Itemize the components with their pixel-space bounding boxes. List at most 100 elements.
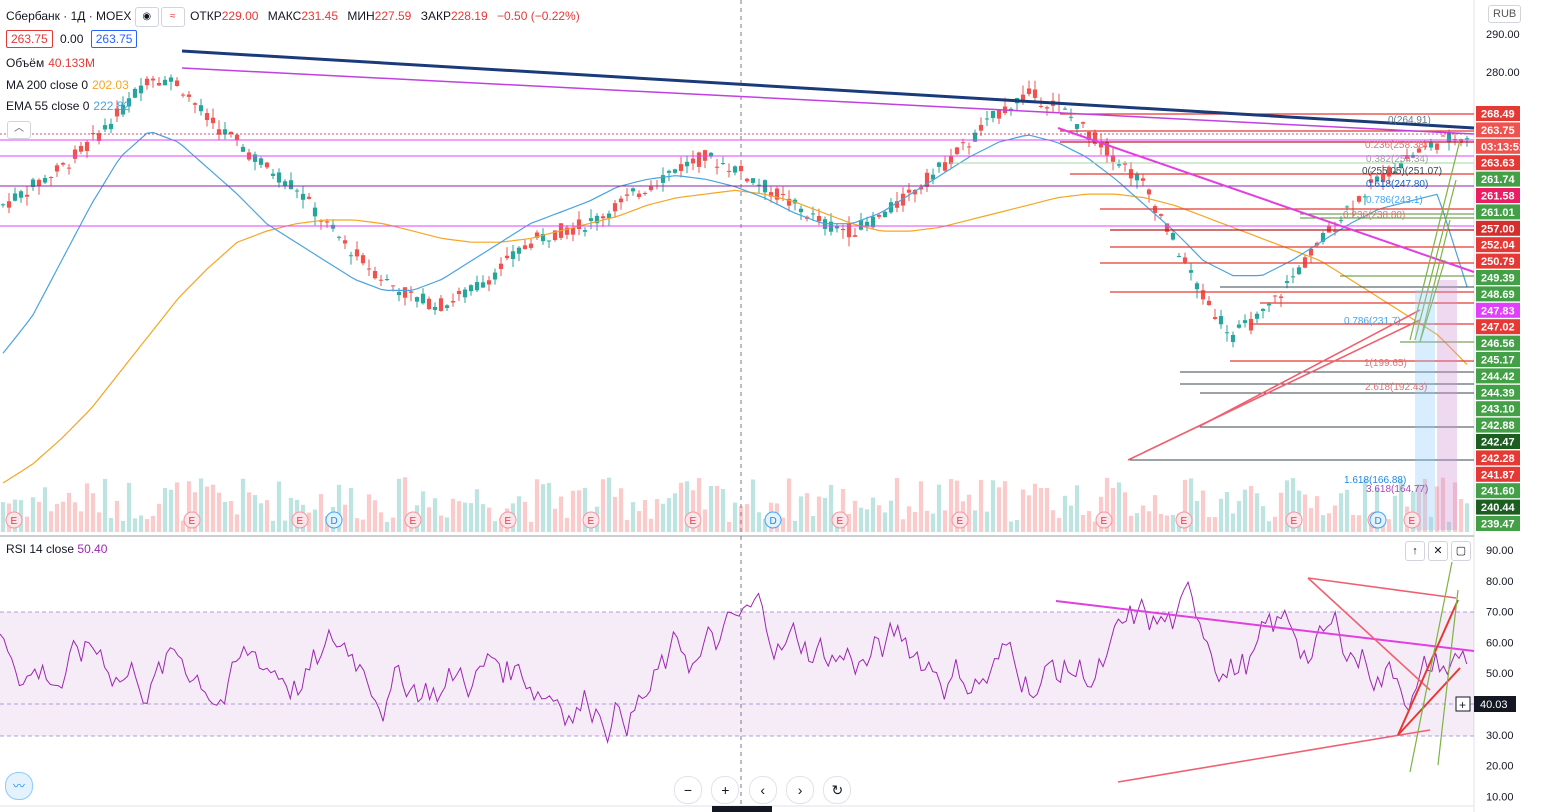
candle bbox=[960, 138, 966, 151]
dividend-marker[interactable]: D bbox=[764, 511, 782, 529]
symbol-title[interactable]: Сбербанк · 1Д · MOEX bbox=[6, 9, 132, 24]
price-level-label[interactable]: 250.79 bbox=[1476, 253, 1520, 269]
volume-bar bbox=[1212, 517, 1218, 532]
price-level-label[interactable]: 03:13:51 bbox=[1476, 138, 1525, 154]
currency-button[interactable]: RUB bbox=[1488, 5, 1522, 23]
eye-icon[interactable]: ◉ bbox=[134, 7, 159, 27]
price-level-label[interactable]: 242.47 bbox=[1476, 434, 1520, 449]
scroll-back-button[interactable]: ‹ bbox=[748, 776, 777, 804]
bid-price[interactable]: 263.75 bbox=[6, 30, 53, 48]
earnings-marker[interactable]: E bbox=[684, 511, 702, 529]
price-level-label[interactable]: 263.75 bbox=[1476, 122, 1520, 138]
candle bbox=[1464, 135, 1470, 147]
svg-text:263.63: 263.63 bbox=[1481, 158, 1515, 170]
rsi-axis[interactable]: 90.0080.0070.0060.0050.0040.0030.0020.00… bbox=[1486, 545, 1514, 803]
price-level-label[interactable]: 239.47 bbox=[1476, 516, 1520, 531]
ema-legend[interactable]: EMA 55 close 0 222.82 bbox=[6, 99, 131, 113]
settings-icon[interactable]: ≈ bbox=[160, 7, 185, 27]
earnings-marker[interactable]: E bbox=[831, 511, 849, 529]
earnings-marker[interactable]: E bbox=[404, 511, 422, 529]
price-level-label[interactable]: 244.42 bbox=[1476, 368, 1520, 384]
candle bbox=[42, 174, 48, 185]
trendline-magenta[interactable] bbox=[1057, 127, 1475, 273]
low-value: 227.59 bbox=[374, 9, 412, 24]
candle bbox=[66, 163, 72, 175]
trendline-purple[interactable] bbox=[181, 67, 1475, 135]
price-level-label[interactable]: 241.87 bbox=[1476, 466, 1520, 482]
scroll-forward-button[interactable]: › bbox=[786, 776, 815, 804]
earnings-marker[interactable]: E bbox=[1175, 511, 1193, 529]
ma-legend[interactable]: MA 200 close 0 202.03 bbox=[6, 78, 129, 92]
price-level-label[interactable]: 240.44 bbox=[1476, 499, 1520, 515]
earnings-marker[interactable]: E bbox=[951, 511, 969, 529]
svg-text:246.56: 246.56 bbox=[1481, 338, 1515, 350]
price-level-label[interactable]: 261.01 bbox=[1476, 204, 1520, 220]
price-level-label[interactable]: 244.39 bbox=[1476, 384, 1520, 400]
earnings-marker[interactable]: E bbox=[291, 511, 309, 529]
price-level-label[interactable]: 261.58 bbox=[1476, 188, 1520, 203]
volume-bar bbox=[702, 509, 708, 532]
candle bbox=[1308, 248, 1314, 264]
dividend-marker[interactable]: D bbox=[325, 511, 343, 529]
volume-bar bbox=[864, 509, 870, 532]
crosshair-plus-icon[interactable] bbox=[1455, 696, 1471, 712]
arrow-up-icon[interactable]: ↑ bbox=[1405, 541, 1425, 561]
zoom-in-button[interactable]: + bbox=[711, 776, 740, 804]
ask-price[interactable]: 263.75 bbox=[90, 30, 138, 48]
volume-bar bbox=[750, 479, 756, 532]
price-level-label[interactable]: 243.10 bbox=[1476, 401, 1520, 417]
price-level-label[interactable]: 242.88 bbox=[1476, 417, 1520, 433]
trendline-support-2[interactable] bbox=[1197, 309, 1421, 428]
volume-bar bbox=[558, 496, 564, 532]
chevron-up-icon[interactable]: ︿ bbox=[7, 121, 31, 139]
candle bbox=[654, 179, 660, 190]
price-level-label[interactable]: 252.04 bbox=[1476, 237, 1520, 253]
candle bbox=[1404, 148, 1410, 162]
candle bbox=[228, 131, 234, 138]
rsi-legend[interactable]: RSI 14 close 50.40 bbox=[6, 542, 108, 556]
trendline-support-1[interactable] bbox=[1127, 319, 1421, 461]
price-level-label[interactable]: 257.00 bbox=[1476, 220, 1520, 236]
reset-chart-button[interactable]: ↻ bbox=[823, 776, 852, 804]
candle bbox=[738, 161, 744, 179]
price-level-label[interactable]: 245.17 bbox=[1476, 352, 1520, 367]
dividend-marker[interactable]: D bbox=[1369, 511, 1387, 529]
candle bbox=[1260, 308, 1266, 319]
svg-text:243.10: 243.10 bbox=[1481, 404, 1515, 416]
volume-bar bbox=[1452, 482, 1458, 532]
earnings-marker[interactable]: E bbox=[1285, 511, 1303, 529]
zone-purple bbox=[1437, 280, 1457, 530]
price-level-label[interactable]: 247.02 bbox=[1476, 319, 1520, 335]
zoom-out-button[interactable]: − bbox=[674, 776, 702, 804]
candle bbox=[1116, 159, 1122, 169]
price-level-label[interactable]: 249.39 bbox=[1476, 270, 1520, 285]
earnings-marker[interactable]: E bbox=[1095, 511, 1113, 529]
price-level-label[interactable]: 268.49 bbox=[1476, 106, 1520, 121]
volume-bar bbox=[714, 485, 720, 532]
earnings-marker[interactable]: E bbox=[5, 511, 23, 529]
earnings-marker[interactable]: E bbox=[1403, 511, 1421, 529]
candle bbox=[1032, 80, 1038, 104]
earnings-marker[interactable]: E bbox=[183, 511, 201, 529]
maximize-icon[interactable]: ▢ bbox=[1451, 541, 1471, 561]
price-level-label[interactable]: 241.60 bbox=[1476, 483, 1520, 499]
trendline-blue[interactable] bbox=[181, 49, 1475, 130]
price-level-label[interactable]: 261.74 bbox=[1476, 171, 1520, 187]
close-icon[interactable]: ✕ bbox=[1428, 541, 1448, 561]
volume-legend[interactable]: Объём 40.133M bbox=[6, 56, 95, 70]
earnings-marker[interactable]: E bbox=[499, 511, 517, 529]
tradingview-logo-icon[interactable]: 〰 bbox=[5, 772, 33, 800]
candle bbox=[1170, 230, 1176, 241]
candle bbox=[138, 77, 144, 102]
volume-bar bbox=[1428, 516, 1434, 532]
price-level-label[interactable]: 263.63 bbox=[1476, 155, 1520, 171]
price-level-label[interactable]: 247.83 bbox=[1476, 302, 1520, 318]
volume-bar bbox=[1332, 505, 1338, 532]
candle bbox=[942, 156, 948, 172]
price-level-label[interactable]: 246.56 bbox=[1476, 335, 1520, 351]
price-level-label[interactable]: 242.28 bbox=[1476, 450, 1520, 466]
earnings-marker[interactable]: E bbox=[582, 511, 600, 529]
volume-bar bbox=[1236, 500, 1242, 532]
price-level-label[interactable]: 248.69 bbox=[1476, 286, 1520, 302]
